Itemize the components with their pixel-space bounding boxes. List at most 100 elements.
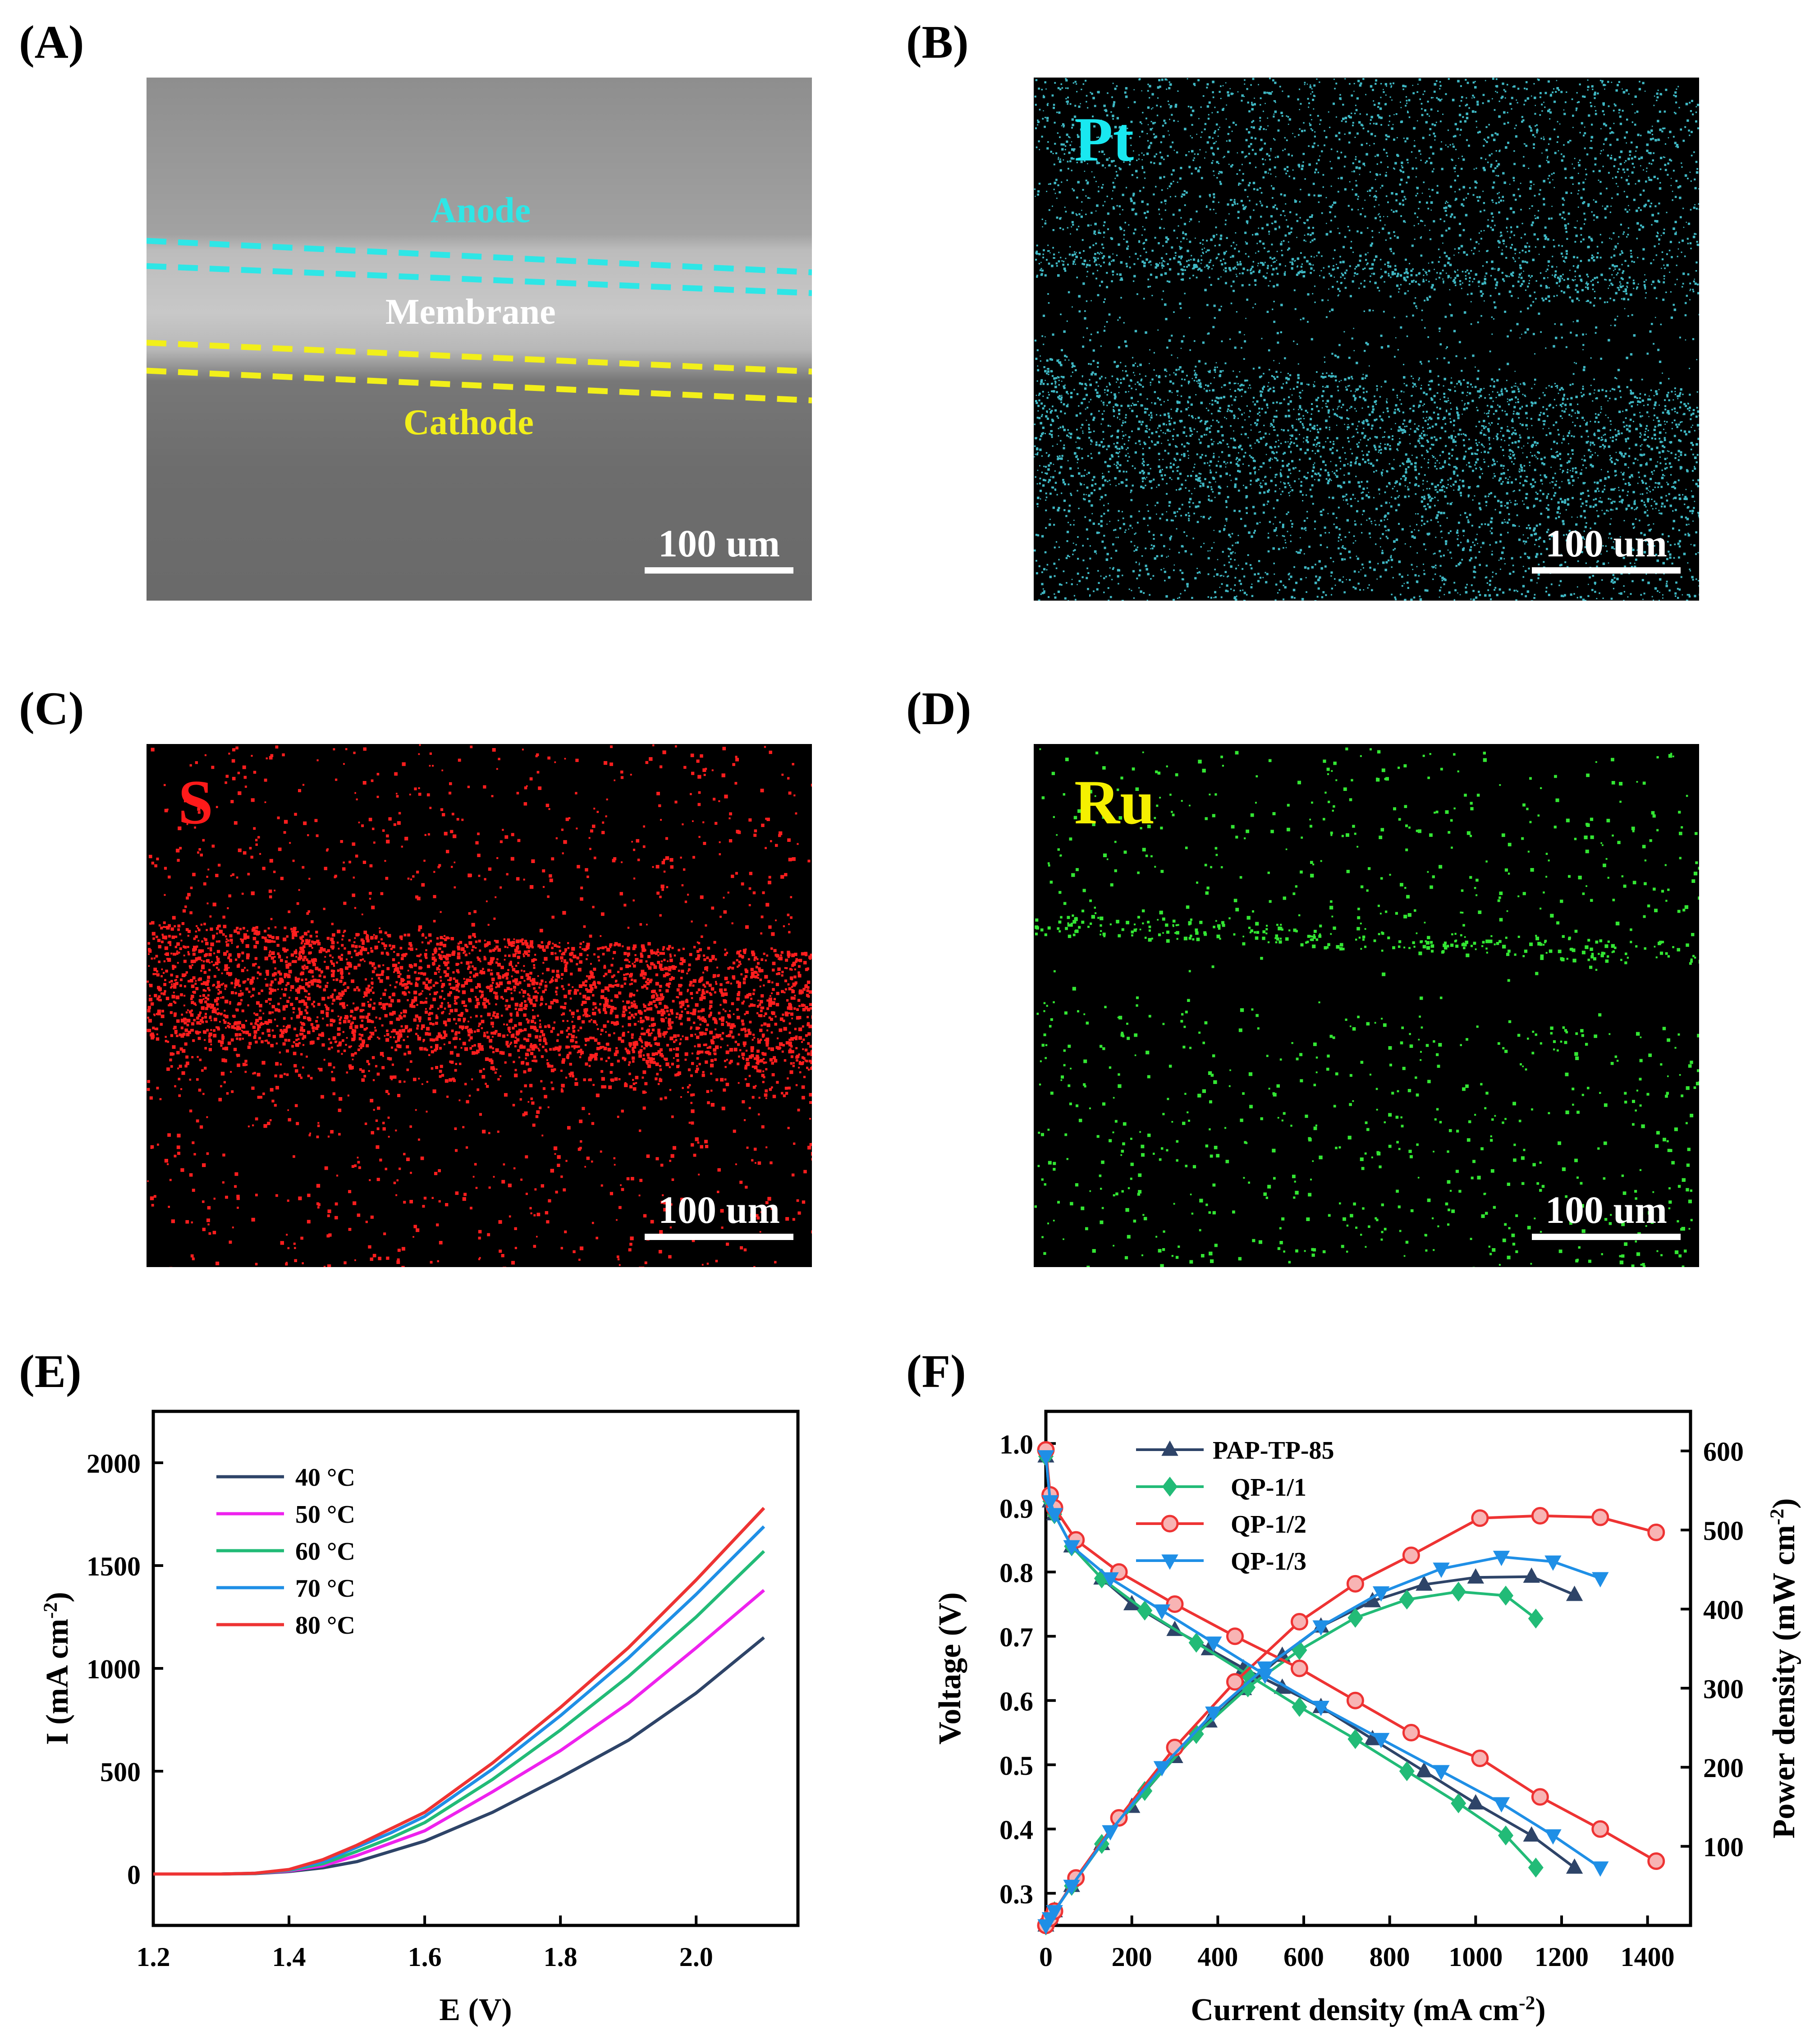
chart-e-polarization: 1.2 1.4 1.6 1.8 2.0 0 500 1000 1500 2000 E (V) I (m…	[40, 1410, 800, 2027]
y-tick-label: 0.5	[999, 1751, 1033, 1781]
data-point	[1647, 1852, 1665, 1870]
legend-marker	[1161, 1554, 1178, 1570]
series-markers-3	[1037, 1450, 1609, 1935]
data-point	[1046, 1905, 1063, 1920]
legend-label: 40 °C	[295, 1464, 355, 1492]
data-point	[1399, 1761, 1415, 1782]
data-point	[1523, 1826, 1540, 1842]
scale-bar-label: 100 um	[658, 522, 780, 565]
data-point	[1161, 1440, 1178, 1456]
data-point	[1226, 1627, 1244, 1645]
scale-bar: 100 um	[645, 524, 793, 574]
scale-bar-label: 100 um	[1545, 1188, 1667, 1231]
data-point	[1592, 1861, 1609, 1877]
legend-label: 60 °C	[295, 1538, 355, 1566]
data-point	[1205, 1706, 1222, 1722]
panel-label-a: (A)	[19, 16, 84, 68]
y-tick-label: 1.0	[999, 1429, 1033, 1459]
x-tick-label: 2.0	[679, 1942, 713, 1972]
y2-tick-label: 200	[1703, 1753, 1744, 1783]
data-point	[1493, 1797, 1510, 1813]
data-point	[1493, 1551, 1510, 1566]
data-point	[1416, 1762, 1433, 1778]
power-line-3	[1045, 1555, 1601, 1926]
data-point	[1137, 1781, 1153, 1801]
x-tick-label: 1000	[1448, 1942, 1503, 1972]
scale-bar: 100 um	[1532, 524, 1681, 574]
s-eds-map: S 100 um	[147, 744, 812, 1267]
eds-dot-cloud	[1034, 78, 1699, 601]
data-point	[1046, 1508, 1063, 1524]
data-point	[1205, 1636, 1222, 1652]
data-point	[1166, 1595, 1184, 1613]
y-axis-label: I (mA cm-2)	[40, 1592, 75, 1745]
data-point	[1312, 1620, 1329, 1636]
y-tick-label: 0.8	[999, 1558, 1033, 1588]
data-point	[1364, 1592, 1381, 1608]
series-line-0	[153, 1636, 765, 1876]
x-tick-label: 600	[1283, 1942, 1324, 1972]
data-point	[1256, 1661, 1274, 1677]
legend-label: QP-1/1	[1231, 1474, 1306, 1502]
data-point	[1346, 1575, 1364, 1593]
series-line-4	[153, 1507, 765, 1876]
series-line-1	[153, 1589, 765, 1876]
x-tick-label: 200	[1112, 1942, 1152, 1972]
legend-label: PAP-TP-85	[1213, 1437, 1334, 1465]
data-point	[1346, 1691, 1364, 1709]
panel-label-f: (F)	[906, 1346, 966, 1397]
y-tick-label: 1500	[87, 1552, 141, 1581]
eds-dots	[1034, 78, 1699, 601]
data-point	[1372, 1733, 1390, 1749]
y-tick-label: 0.7	[999, 1622, 1033, 1652]
anode-label: Anode	[431, 191, 531, 230]
data-point	[1037, 1450, 1054, 1466]
data-point	[1451, 1581, 1466, 1602]
data-point	[1544, 1829, 1562, 1845]
data-point	[1566, 1585, 1583, 1601]
data-point	[1312, 1700, 1329, 1716]
data-point	[1531, 1788, 1549, 1806]
data-point	[1528, 1608, 1544, 1629]
data-point	[1402, 1546, 1420, 1564]
panel-label-b: (B)	[906, 16, 969, 68]
data-point	[1471, 1509, 1489, 1527]
plot-frame	[1044, 1410, 1692, 1927]
anode-boundary-upper	[147, 238, 812, 276]
x-tick-label: 1.4	[272, 1942, 306, 1972]
data-point	[1498, 1585, 1514, 1606]
legend-marker	[1162, 1476, 1178, 1497]
data-point	[1041, 1495, 1059, 1511]
data-point	[1292, 1697, 1307, 1717]
scale-bar: 100 um	[1532, 1190, 1681, 1240]
data-point	[1433, 1765, 1450, 1781]
cathode-label: Cathode	[403, 403, 534, 442]
ru-eds-map: Ru 100 um	[1034, 744, 1699, 1267]
scale-bar-label: 100 um	[1545, 522, 1667, 565]
data-point	[1153, 1761, 1171, 1777]
y-axis-label: Voltage (V)	[933, 1592, 967, 1745]
data-point	[1240, 1677, 1256, 1698]
data-point	[1290, 1659, 1308, 1677]
data-point	[1647, 1523, 1665, 1541]
data-point	[1347, 1608, 1363, 1628]
scale-bar-line	[1532, 1234, 1681, 1240]
data-point	[1498, 1825, 1514, 1846]
s-element-label: S	[178, 767, 213, 837]
data-point	[1528, 1857, 1544, 1878]
data-point	[1063, 1879, 1080, 1895]
y-tick-label: 0.6	[999, 1686, 1033, 1716]
data-point	[1372, 1586, 1390, 1602]
scale-bar: 100 um	[645, 1190, 793, 1240]
plot-frame	[151, 1410, 800, 1927]
membrane-label: Membrane	[385, 292, 556, 332]
data-point	[1531, 1507, 1549, 1525]
power-line-0	[1045, 1575, 1575, 1926]
legend-marker	[1161, 1440, 1178, 1456]
pt-distribution-dots	[1034, 78, 1699, 601]
pt-eds-map: Pt 100 um	[1034, 78, 1699, 601]
x-tick-label: 1400	[1621, 1942, 1675, 1972]
data-point	[1063, 1540, 1080, 1556]
x-tick-label: 800	[1370, 1942, 1410, 1972]
y-tick-label: 0.3	[999, 1879, 1033, 1909]
